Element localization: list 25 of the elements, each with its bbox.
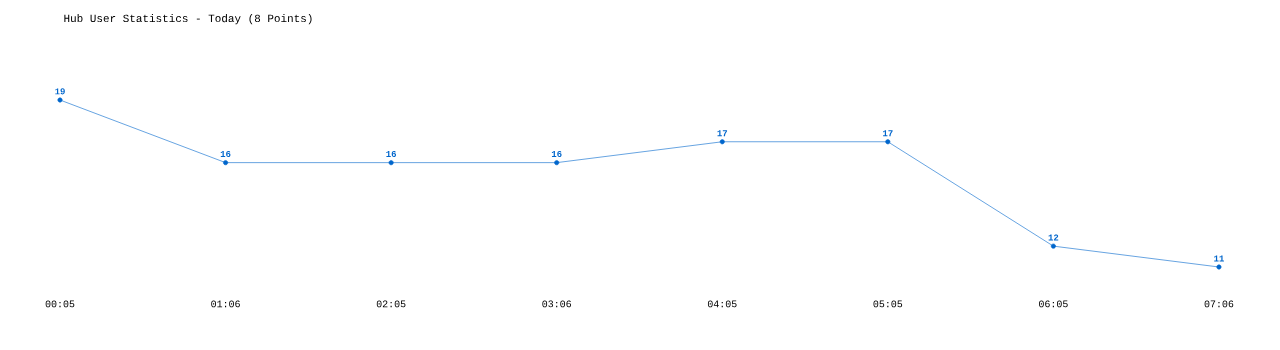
data-label: 11 xyxy=(1214,255,1224,262)
x-tick-label: 01:06 xyxy=(211,300,240,308)
x-tick-label: 06:05 xyxy=(1039,300,1068,308)
x-tick-label: 04:05 xyxy=(707,300,737,308)
point xyxy=(719,139,725,145)
point xyxy=(223,160,229,166)
data-label: 16 xyxy=(386,150,397,158)
chart-title: Hub User Statistics - Today (8 Points) xyxy=(64,14,312,25)
point xyxy=(1050,243,1056,249)
data-label: 12 xyxy=(1048,234,1059,241)
point xyxy=(554,160,560,166)
data-label: 19 xyxy=(55,88,65,95)
point xyxy=(388,160,394,166)
x-tick-label: 00:05 xyxy=(45,300,75,308)
x-tick-label: 03:06 xyxy=(542,300,571,308)
data-label: 17 xyxy=(717,130,728,137)
point xyxy=(1216,264,1222,270)
x-tick-label: 07:06 xyxy=(1204,300,1234,308)
point xyxy=(885,139,891,145)
data-label: 17 xyxy=(883,130,893,137)
x-tick-label: 02:05 xyxy=(376,300,406,308)
data-label: 16 xyxy=(551,150,562,158)
point xyxy=(57,97,63,103)
data-label: 16 xyxy=(220,150,231,158)
x-tick-label: 05:05 xyxy=(873,300,903,308)
